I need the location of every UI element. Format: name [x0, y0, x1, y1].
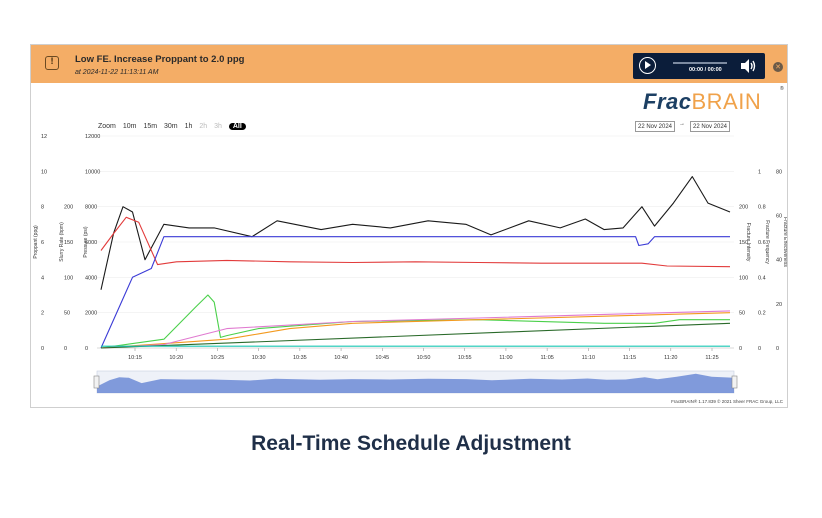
zoom-all[interactable]: All [228, 123, 246, 130]
right-axis-tick-label: 150 [739, 240, 748, 246]
logo-part-1: Frac [643, 89, 692, 114]
x-axis-tick-label: 11:05 [540, 355, 553, 361]
right-axis-tick-label: 0.2 [758, 311, 766, 317]
right-axis-tick-label: 60 [776, 214, 782, 220]
close-icon[interactable]: ✕ [773, 62, 783, 72]
right-axis-title: Fracture Effectiveness [782, 217, 787, 267]
left-axis-title: Slurry Rate (bpm) [59, 222, 65, 262]
x-axis-tick-label: 11:15 [623, 355, 636, 361]
x-axis-tick-label: 10:25 [211, 355, 225, 361]
alert-timestamp: at 2024-11-22 11:13:11 AM [75, 69, 159, 76]
left-axis-tick-label: 6000 [85, 240, 97, 246]
chart-panel: ! Low FE. Increase Proppant to 2.0 ppg a… [30, 44, 788, 408]
x-axis-tick-label: 11:20 [664, 355, 677, 361]
series-line-green[interactable] [100, 294, 730, 349]
right-axis-tick-label: 0 [739, 346, 742, 352]
left-axis-tick-label: 100 [64, 275, 73, 281]
left-axis-tick-label: 12 [41, 134, 47, 140]
x-axis-tick-label: 10:15 [128, 355, 142, 361]
alert-banner: ! Low FE. Increase Proppant to 2.0 ppg a… [31, 45, 787, 83]
left-axis-tick-label: 2 [41, 311, 44, 317]
left-axis-tick-label: 0 [64, 346, 67, 352]
zoom-30m[interactable]: 30m [164, 123, 178, 130]
x-axis-tick-label: 10:20 [169, 355, 183, 361]
x-axis-tick-label: 10:45 [375, 355, 389, 361]
x-axis-tick-label: 11:25 [705, 355, 718, 361]
alert-icon[interactable]: ! [45, 56, 59, 70]
right-axis-tick-label: 100 [739, 275, 748, 281]
alert-title: Low FE. Increase Proppant to 2.0 ppg [75, 54, 245, 65]
right-axis-tick-label: 1 [758, 169, 761, 175]
play-icon[interactable] [639, 57, 656, 74]
left-axis-tick-label: 6 [41, 240, 44, 246]
right-axis-tick-label: 0.8 [758, 205, 766, 211]
left-axis-title: Pressure (psi) [83, 226, 89, 257]
navigator-handle-right[interactable] [731, 375, 738, 389]
series-line-slurry-rate[interactable] [100, 216, 731, 268]
left-axis-tick-label: 50 [64, 311, 70, 317]
right-axis-tick-label: 0.4 [758, 275, 766, 281]
x-axis-tick-label: 11:10 [582, 355, 595, 361]
right-axis-title: Fracture Intensity [745, 223, 751, 262]
logo-part-2: BRAIN [691, 89, 762, 114]
audio-progress-bar[interactable] [673, 62, 727, 64]
left-axis-tick-label: 0 [85, 346, 88, 352]
zoom-2h[interactable]: 2h [199, 123, 208, 130]
footer-copyright: FracBRAIN® 1.17.839 © 2021 Sheer FRAC Gr… [671, 399, 783, 404]
page-caption: Real-Time Schedule Adjustment [251, 432, 571, 455]
right-axis-title: Fracture Frequency [764, 220, 770, 264]
series-line-proppant-rate[interactable] [100, 236, 730, 349]
zoom-1h[interactable]: 1h [184, 123, 193, 130]
right-axis-tick-label: 40 [776, 258, 782, 264]
left-axis-tick-label: 10 [41, 169, 47, 175]
right-axis-tick-label: 200 [739, 205, 748, 211]
x-axis-tick-label: 10:30 [252, 355, 266, 361]
zoom-controls: Zoom 10m 15m 30m 1h 2h 3h All [98, 123, 251, 130]
zoom-label: Zoom [98, 123, 116, 130]
left-axis-tick-label: 8 [41, 205, 44, 211]
left-axis-tick-label: 10000 [85, 169, 100, 175]
zoom-15m[interactable]: 15m [143, 123, 158, 130]
audio-player: 00:00 / 00:00 [633, 53, 765, 79]
right-axis-tick-label: 80 [776, 169, 782, 175]
fracbrain-logo: FracBRAIN [643, 89, 761, 115]
navigator-handle-left[interactable] [93, 375, 100, 389]
audio-time: 00:00 / 00:00 [689, 67, 722, 73]
series-line-orange[interactable] [100, 312, 731, 349]
right-axis-tick-label: 20 [776, 302, 782, 308]
zoom-10m[interactable]: 10m [122, 123, 137, 130]
left-axis-tick-label: 4 [41, 275, 44, 281]
range-arrow: → [679, 121, 685, 127]
navigator-series [97, 373, 734, 393]
right-axis-tick-label: 0 [758, 346, 761, 352]
right-axis-tick-label: 0 [776, 346, 779, 352]
left-axis-tick-label: 2000 [85, 311, 97, 317]
x-axis-tick-label: 10:35 [293, 355, 307, 361]
range-from-input[interactable]: 22 Nov 2024 [635, 121, 675, 132]
registered-mark: ® [780, 86, 784, 92]
series-line-pink[interactable] [100, 310, 731, 349]
range-to-input[interactable]: 22 Nov 2024 [690, 121, 730, 132]
x-axis-tick-label: 10:40 [334, 355, 348, 361]
left-axis-tick-label: 150 [64, 240, 73, 246]
x-axis-tick-label: 10:55 [458, 355, 472, 361]
series-line-pressure[interactable] [100, 176, 731, 290]
left-axis-tick-label: 8000 [85, 205, 97, 211]
x-axis-tick-label: 11:00 [499, 355, 512, 361]
right-axis-tick-label: 50 [739, 311, 745, 317]
x-axis-tick-label: 10:50 [417, 355, 431, 361]
left-axis-tick-label: 0 [41, 346, 44, 352]
right-axis-tick-label: 0.6 [758, 240, 766, 246]
left-axis-tick-label: 200 [64, 205, 73, 211]
volume-icon[interactable] [740, 59, 756, 73]
series-line-dark-green[interactable] [100, 322, 731, 349]
zoom-3h[interactable]: 3h [214, 123, 222, 130]
left-axis-tick-label: 4000 [85, 275, 97, 281]
left-axis-title: Proppant (ppg) [33, 225, 39, 259]
left-axis-tick-label: 12000 [85, 134, 100, 140]
